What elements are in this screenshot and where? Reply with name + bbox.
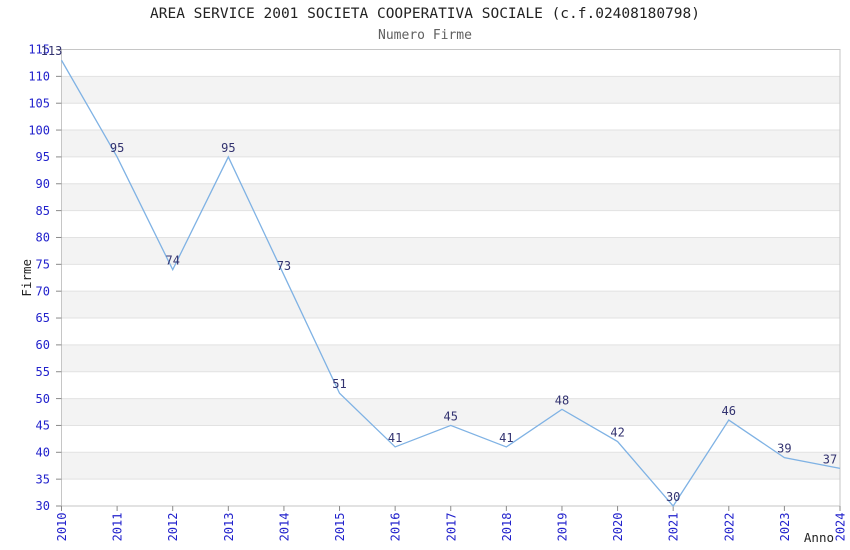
data-point-label: 95: [221, 141, 235, 155]
y-axis-title: Firme: [19, 259, 34, 297]
x-axis-tick-label: 2023: [778, 513, 792, 542]
data-point-label: 41: [499, 431, 513, 445]
data-point-label: 48: [555, 393, 569, 407]
x-axis-tick-label: 2018: [500, 513, 514, 542]
y-axis-tick-label: 85: [36, 204, 50, 218]
plot-band: [61, 130, 840, 157]
data-point-label: 113: [41, 44, 63, 58]
x-axis-tick-label: 2014: [277, 513, 291, 542]
y-axis-tick-label: 30: [36, 499, 50, 513]
data-point-label: 95: [110, 141, 124, 155]
data-point-label: 41: [388, 431, 402, 445]
plot-band: [61, 344, 840, 372]
y-axis-tick-label: 80: [36, 231, 50, 245]
x-axis-tick-label: 2017: [444, 513, 458, 542]
plot-border: [61, 49, 841, 507]
x-axis-tick-label: 2020: [611, 513, 625, 542]
data-point-label: 30: [666, 490, 680, 504]
y-axis-tick-label: 40: [36, 445, 50, 459]
data-point-label: 42: [610, 426, 624, 440]
chart-title: AREA SERVICE 2001 SOCIETA COOPERATIVA SO…: [150, 6, 700, 22]
plot-band: [61, 291, 840, 319]
y-axis-tick-label: 65: [36, 311, 50, 325]
plot-band: [61, 237, 840, 265]
data-point-label: 39: [777, 442, 791, 456]
y-axis-tick-label: 95: [36, 150, 50, 164]
data-point-label: 51: [332, 377, 346, 391]
y-axis-tick-label: 75: [36, 258, 50, 272]
y-axis-tick-label: 100: [28, 123, 50, 137]
plot-band: [61, 398, 840, 426]
x-axis-tick-label: 2015: [333, 513, 347, 542]
y-axis-tick-label: 35: [36, 472, 50, 486]
x-axis-tick-label: 2013: [222, 513, 236, 542]
y-axis-tick-label: 110: [28, 70, 50, 84]
plot-band: [61, 452, 840, 480]
data-point-label: 74: [165, 254, 179, 268]
x-axis-title: Anno: [804, 530, 834, 545]
y-axis-tick-label: 90: [36, 177, 50, 191]
chart-subtitle: Numero Firme: [378, 28, 472, 43]
x-axis-tick-label: 2012: [166, 513, 180, 542]
x-axis-tick-label: 2021: [667, 513, 681, 542]
data-point-label: 37: [823, 452, 837, 466]
data-point-label: 45: [444, 409, 458, 423]
x-axis-tick-label: 2010: [55, 513, 69, 542]
y-axis-tick-label: 50: [36, 392, 50, 406]
x-axis-tick-label: 2016: [389, 513, 403, 542]
x-axis-tick-label: 2011: [111, 513, 125, 542]
data-point-label: 46: [722, 404, 736, 418]
y-axis-tick-label: 115: [28, 43, 50, 57]
x-axis-tick-label: 2019: [555, 513, 569, 542]
y-axis-tick-label: 60: [36, 338, 50, 352]
series-line: [60, 59, 841, 508]
x-axis-tick-label: 2022: [722, 513, 736, 542]
plot-band: [61, 183, 840, 211]
y-axis-tick-label: 45: [36, 419, 50, 433]
plot-band: [61, 76, 840, 104]
y-axis-tick-label: 70: [36, 284, 50, 298]
y-axis-tick-label: 105: [28, 96, 50, 110]
x-axis-tick-label: 2024: [834, 513, 848, 542]
data-point-label: 73: [277, 259, 291, 273]
y-axis-tick-label: 55: [36, 365, 50, 379]
